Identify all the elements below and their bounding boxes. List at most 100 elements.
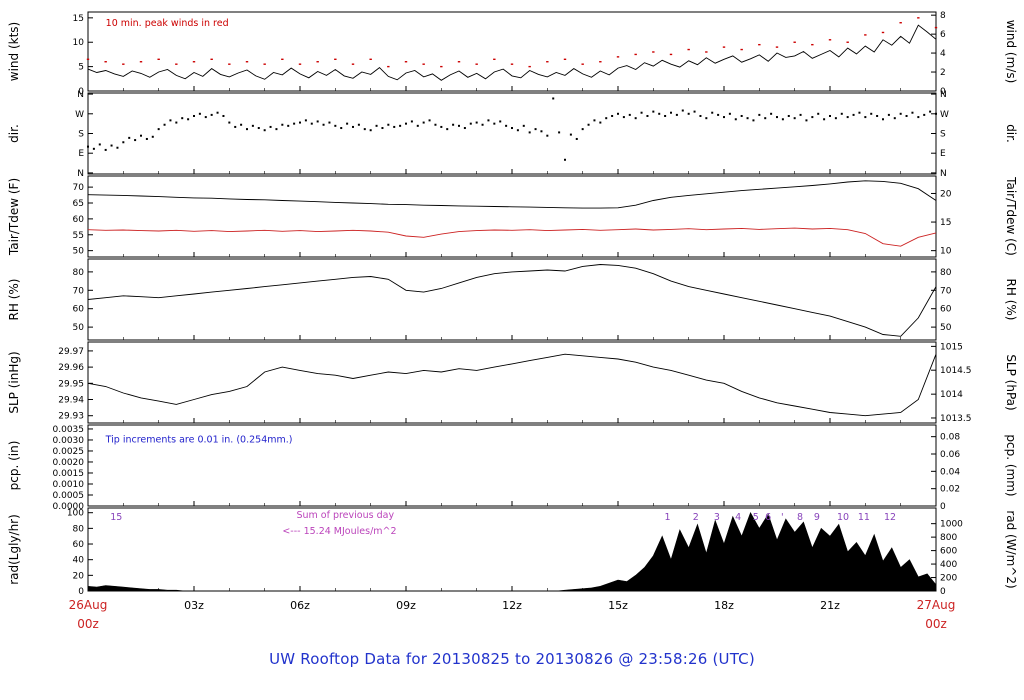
left-tick-label: 0.0020 [53,458,85,468]
left-tick-label: N [77,90,84,100]
panel-annotation: 6 [765,512,771,523]
y-axis-label-right: Tair/Tdew (C) [1004,176,1018,256]
x-tick-label: 18z [714,599,734,612]
left-tick-label: E [78,149,84,159]
x-tick-label: 21z [820,599,840,612]
series-wind-direction [87,97,938,161]
y-axis-label-left: pcp. (in) [7,441,21,491]
panel-annotation: 10 min. peak winds in red [106,18,229,29]
left-tick-label: 0.0025 [53,447,85,457]
left-tick-label: 29.96 [58,363,84,373]
right-tick-label: 6 [940,30,946,40]
y-axis-label-left: SLP (inHg) [7,351,21,413]
panel-annotation: 1 [664,512,670,523]
panel-frame [87,92,937,175]
right-tick-label: 1014 [940,390,963,400]
right-tick-label: 2 [940,68,946,78]
x-tick-label: 15z [608,599,628,612]
left-tick-label: 15 [73,14,84,24]
y-axis-label-left: Tair/Tdew (F) [7,178,21,256]
series-wind-speed [87,24,937,81]
left-tick-label: 60 [73,305,85,315]
left-tick-label: 50 [73,323,85,333]
panel-annotation: 9 [814,512,820,523]
x-tick-label: 12z [502,599,522,612]
x-tick-label: 03z [184,599,204,612]
left-tick-label: 29.93 [58,412,84,422]
panel-annotation: 15 [110,512,122,523]
x-tick-label: 06z [290,599,310,612]
right-tick-label: N [940,169,947,179]
left-tick-label: 5 [78,63,84,73]
right-tick-label: 0 [940,87,946,97]
left-tick-label: 0 [78,587,84,597]
panel-frame [87,341,937,424]
right-tick-label: 4 [940,49,946,59]
left-tick-label: 80 [73,268,85,278]
y-axis-label-right: rad (W/m^2) [1004,510,1018,588]
left-tick-label: 10 [73,38,85,48]
panel-annotation: 2 [693,512,699,523]
left-tick-label: 0.0010 [53,480,85,490]
panel-annotation: Sum of previous day [296,510,394,521]
left-tick-label: 40 [73,556,85,566]
left-tick-label: 0.0030 [53,436,85,446]
right-tick-label: 0.06 [940,450,960,460]
left-tick-label: 60 [73,215,85,225]
panel-annotation: 5 [753,512,759,523]
right-tick-label: 50 [940,323,952,333]
y-axis-label-right: pcp. (mm) [1004,434,1018,496]
right-tick-label: 8 [940,11,946,21]
left-tick-label: 70 [73,183,85,193]
right-tick-label: 0 [940,502,946,512]
left-tick-label: 70 [73,286,85,296]
panel-slp: 29.93 29.94 29.95 29.96 29.97 1013.5 1014 1014.… [7,341,1018,424]
y-axis-label-left: RH (%) [7,279,21,321]
panel-annotation: 12 [884,512,896,523]
y-axis-label-left: dir. [7,124,21,143]
right-tick-label: 15 [940,218,951,228]
right-tick-label: W [940,110,949,120]
panel-annotation: 11 [858,512,870,523]
chart-title: UW Rooftop Data for 20130825 to 20130826… [269,650,755,668]
right-tick-label: 1014.5 [940,366,972,376]
right-tick-label: 1013.5 [940,414,972,424]
left-tick-label: 0.0005 [53,491,85,501]
left-tick-label: 65 [73,199,84,209]
series-relative-humidity [87,264,937,337]
right-tick-label: 1000 [940,520,963,530]
right-tick-label: 80 [940,268,952,278]
left-tick-label: 60 [73,540,85,550]
left-tick-label: 100 [67,509,84,519]
panel-annotation: <--- 15.24 MJoules/m^2 [282,526,396,537]
x-start-hour: 00z [77,617,99,631]
panel-frame [87,258,937,341]
left-tick-label: N [77,169,84,179]
right-tick-label: 70 [940,286,952,296]
left-tick-label: 0.0015 [53,469,85,479]
left-tick-label: 55 [73,231,84,241]
panel-annotation: 10 [837,512,849,523]
left-tick-label: 0.0000 [53,502,85,512]
right-tick-label: 200 [940,574,957,584]
right-tick-label: 400 [940,560,957,570]
left-tick-label: 50 [73,247,85,257]
panel-temp: 50 55 60 65 70 10 15 20 Tair/Tdew (F) Tair/Tdew (… [7,175,1018,258]
series-dewpoint-temperature [87,227,937,247]
x-end-date: 27Aug [917,598,956,612]
right-tick-label: S [940,130,946,140]
left-tick-label: 0 [78,87,84,97]
series-air-temperature [87,180,937,209]
right-tick-label: 0.08 [940,433,960,443]
y-axis-label-left: wind (kts) [7,22,21,81]
panel-annotation: ' [781,512,784,523]
right-tick-label: 10 [940,247,952,257]
left-tick-label: 29.95 [58,379,84,389]
right-tick-label: 1015 [940,342,963,352]
y-axis-label-right: SLP (hPa) [1004,354,1018,410]
left-tick-label: S [78,130,84,140]
